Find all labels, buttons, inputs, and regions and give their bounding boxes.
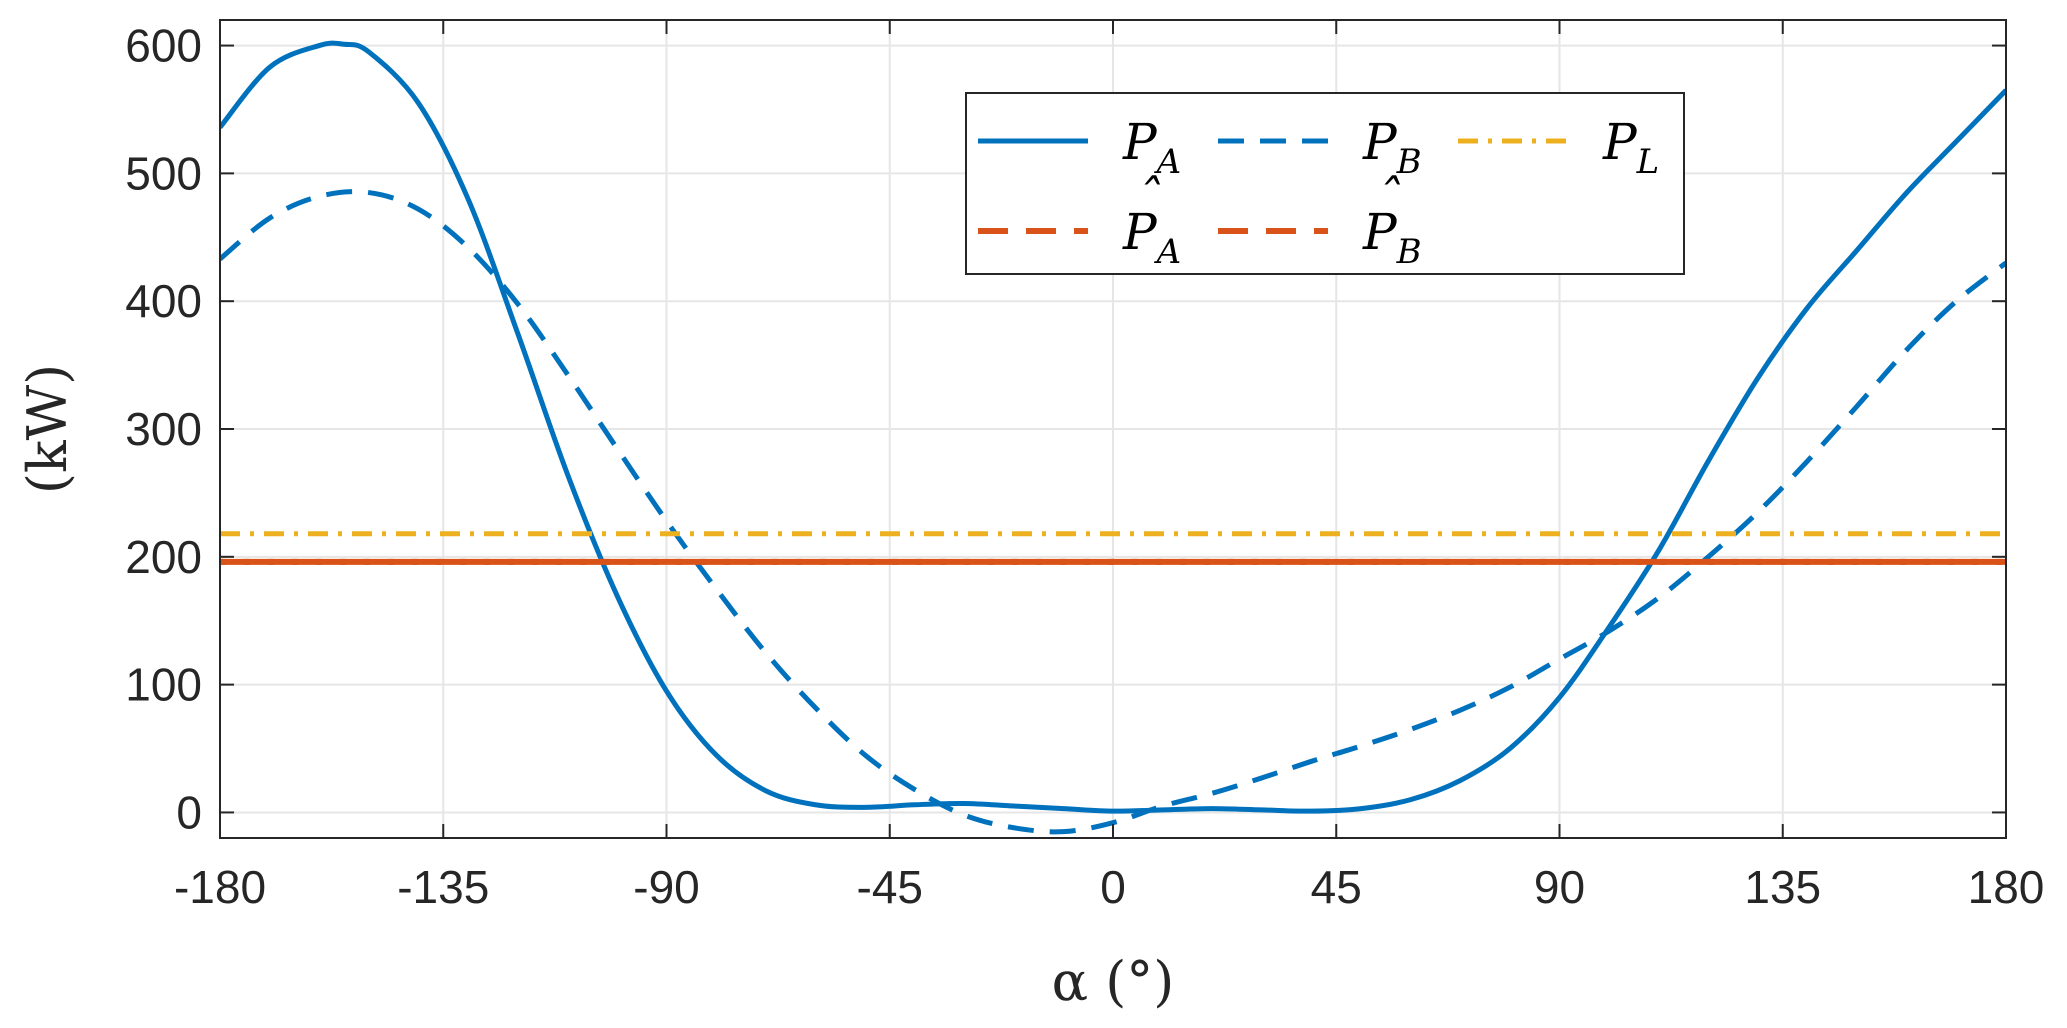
legend-label: PA <box>1122 203 1181 272</box>
x-axis-label: α (°) <box>1052 950 1175 1013</box>
ticks: -180 -135 -90 -45 0 45 90 135 180 0 100 200 300 400 50… <box>125 20 2044 913</box>
x-tick-label: 135 <box>1744 861 1821 913</box>
legend-hat: ˆ <box>1376 169 1401 227</box>
y-tick-label: 200 <box>125 531 202 583</box>
y-tick-label: 500 <box>125 147 202 199</box>
x-tick-label: 45 <box>1311 861 1362 913</box>
legend-label: PB <box>1362 113 1422 182</box>
x-tick-label: -45 <box>857 861 923 913</box>
x-tick-label: -135 <box>397 861 489 913</box>
y-tick-label: 600 <box>125 20 202 72</box>
x-tick-label: 180 <box>1968 861 2045 913</box>
x-tick-label: -180 <box>174 861 266 913</box>
x-tick-label: 90 <box>1534 861 1585 913</box>
legend-label: PA <box>1122 113 1181 182</box>
legend-label: PB <box>1362 203 1422 272</box>
legend-box <box>965 92 1685 275</box>
series-group <box>220 40 2006 835</box>
y-tick-label: 400 <box>125 275 202 327</box>
y-tick-label: 0 <box>176 786 202 838</box>
y-axis-label: (kW) <box>16 364 79 494</box>
legend-hat: ˆ <box>1136 169 1161 227</box>
x-tick-label: -90 <box>633 861 699 913</box>
x-tick-label: 0 <box>1100 861 1126 913</box>
y-tick-label: 300 <box>125 403 202 455</box>
series-line-1 <box>220 40 2006 814</box>
legend-label: PL <box>1602 113 1659 182</box>
series-line-2 <box>220 189 2006 835</box>
y-tick-label: 100 <box>125 659 202 711</box>
